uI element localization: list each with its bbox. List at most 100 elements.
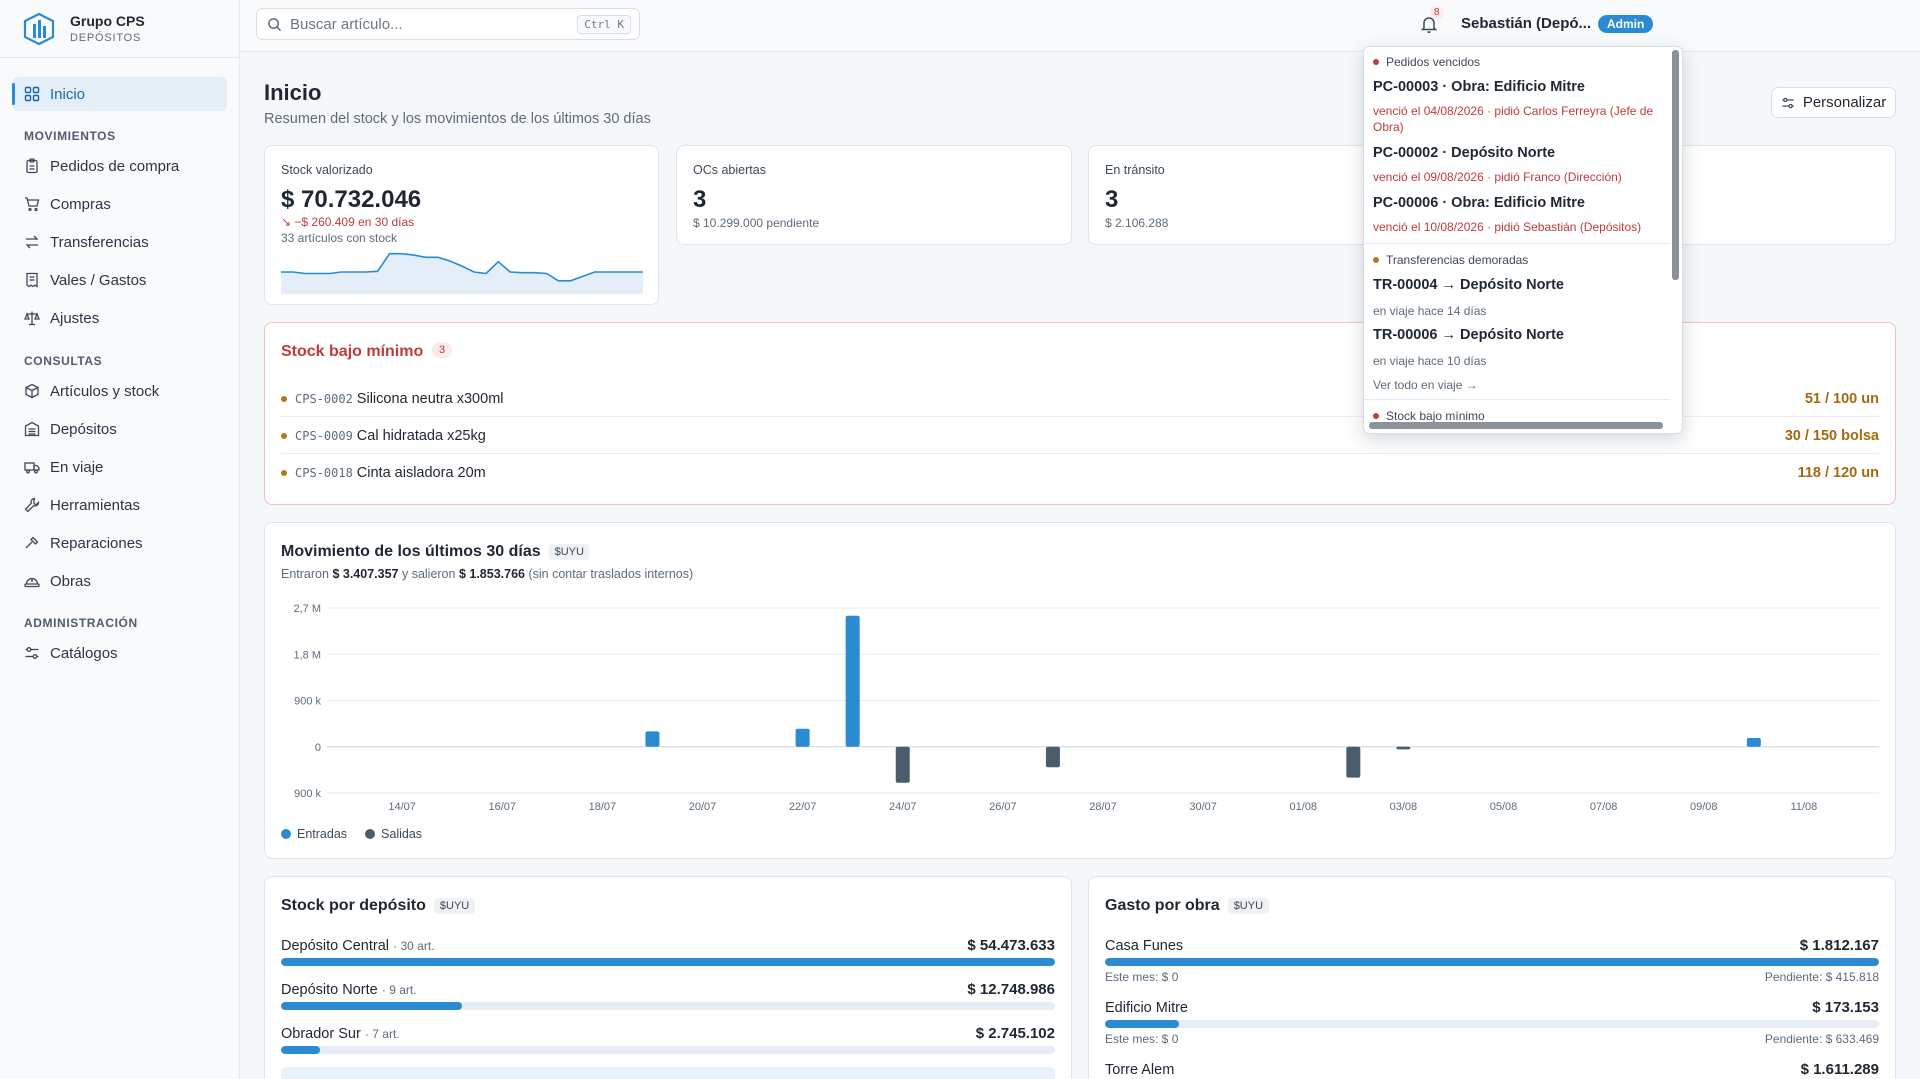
sidebar-item-en-viaje[interactable]: En viaje — [12, 450, 227, 484]
depot-row[interactable]: Depósito Norte · 9 art. $ 12.748.986 — [281, 981, 1055, 1010]
bar-entradas[interactable] — [845, 615, 860, 747]
notif-title: PC-00002 · Depósito Norte — [1373, 145, 1556, 161]
depot-row[interactable]: Depósito Central · 30 art. $ 54.473.633 — [281, 937, 1055, 966]
bar-salidas[interactable] — [1045, 746, 1060, 768]
bar-salidas[interactable] — [1346, 746, 1361, 778]
bar-entradas[interactable] — [795, 728, 810, 747]
bell-icon[interactable] — [1418, 13, 1440, 35]
user-menu[interactable]: Sebastián (Depó... — [1461, 15, 1592, 32]
sidebar-item-inicio[interactable]: Inicio — [12, 77, 227, 111]
movement-chart-card: 2,7 M 1,8 M 900 k 0 900 k 14/07 16/07 18/07 20/0… — [264, 522, 1896, 859]
customize-button[interactable]: Personalizar — [1771, 87, 1896, 118]
depot-art: · 9 art. — [381, 983, 417, 997]
kpi-stock-valorizado[interactable]: Stock valorizado $ 70.732.046 ↘ −$ 260.4… — [264, 145, 659, 305]
item-code: CPS-0018 — [295, 466, 353, 480]
x-tick-label: 01/08 — [1289, 801, 1317, 813]
sidebar-item-ajustes[interactable]: Ajustes — [12, 301, 227, 335]
y-tick-label: 900 k — [294, 788, 321, 800]
search-input[interactable] — [290, 15, 570, 33]
bar-entradas[interactable] — [1746, 738, 1761, 747]
depot-bar — [281, 1046, 1055, 1054]
depot-row-partial — [281, 1067, 1055, 1079]
depot-art: · 30 art. — [393, 939, 435, 953]
depot-amount: $ 54.473.633 — [967, 937, 1055, 954]
sparkline-line — [281, 252, 643, 282]
vertical-scrollbar[interactable] — [1672, 50, 1679, 280]
sliders-icon — [25, 647, 39, 659]
bar-salidas[interactable] — [895, 746, 910, 783]
sidebar-item-reparaciones[interactable]: Reparaciones — [12, 526, 227, 560]
sidebar-item-transferencias[interactable]: Transferencias — [12, 225, 227, 259]
sidebar-item-label: Ajustes — [50, 309, 100, 327]
desc-suffix: (sin contar traslados internos) — [528, 567, 694, 581]
sidebar-item-label: Pedidos de compra — [50, 157, 180, 175]
stock-by-depot-card: Stock por depósito $UYU Depósito Central… — [264, 876, 1072, 1079]
site-name: Edificio Mitre — [1105, 1000, 1188, 1016]
horizontal-scrollbar[interactable] — [1369, 422, 1663, 429]
low-stock-row[interactable]: CPS-0002 Silicona neutra x300ml 51 / 100… — [281, 381, 1879, 417]
sidebar-item-vales-gastos[interactable]: Vales / Gastos — [12, 263, 227, 297]
x-tick-label: 16/07 — [488, 801, 516, 813]
notif-section-label: Transferencias demoradas — [1386, 253, 1529, 267]
notif-detail: en viaje hace 10 días — [1373, 354, 1487, 368]
notif-title: TR-00004 → Depósito Norte — [1373, 277, 1564, 293]
item-name: Silicona neutra x300ml — [356, 390, 504, 407]
shortcut-hint: Ctrl K — [577, 15, 631, 34]
brand[interactable]: Grupo CPS DEPÓSITOS — [0, 0, 239, 58]
kpi-value: $ 70.732.046 — [281, 186, 422, 213]
site-row[interactable]: Casa Funes $ 1.812.167 Este mes: $ 0 Pen… — [1105, 937, 1879, 984]
x-tick-label: 03/08 — [1390, 801, 1418, 813]
divider — [1364, 243, 1670, 244]
kpi-label: En tránsito — [1105, 163, 1165, 177]
topbar: Ctrl K — [241, 0, 1920, 52]
sidebar-item-compras[interactable]: Compras — [12, 187, 227, 221]
kpi-sub: 33 artículos con stock — [281, 231, 398, 245]
section-movimientos: MOVIMIENTOS — [24, 129, 116, 143]
movement-description: Entraron $ 3.407.357 y salieron $ 1.853.… — [281, 567, 693, 581]
low-stock-row[interactable]: CPS-0018 Cinta aisladora 20m 118 / 120 u… — [281, 455, 1879, 491]
sidebar-item-catalogos[interactable]: Catálogos — [12, 636, 227, 670]
bar-salidas[interactable] — [1396, 746, 1411, 750]
notif-section-low-stock: Stock bajo mínimo — [1373, 409, 1485, 423]
bar-entradas[interactable] — [645, 731, 660, 747]
page-title: Inicio — [264, 80, 322, 105]
item-code: CPS-0009 — [295, 428, 353, 443]
site-row[interactable]: Torre Alem $ 1.611.289 — [1105, 1061, 1879, 1078]
sidebar-item-label: Herramientas — [50, 496, 141, 514]
site-row[interactable]: Edificio Mitre $ 173.153 Este mes: $ 0 P… — [1105, 999, 1879, 1046]
kpi-ocs-abiertas[interactable]: OCs abiertas 3 $ 10.299.000 pendiente — [676, 145, 1072, 245]
y-tick-label: 2,7 M — [293, 603, 321, 615]
notif-detail: venció el 04/08/2026 · pidió Carlos Ferr… — [1373, 104, 1654, 134]
site-month: Este mes: $ 0 — [1105, 1032, 1179, 1046]
sidebar-item-obras[interactable]: Obras — [12, 564, 227, 598]
sidebar-item-label: Transferencias — [50, 233, 149, 251]
building-logo-icon — [23, 12, 55, 45]
cart-icon — [25, 197, 40, 212]
notifications-panel[interactable]: Pedidos vencidos PC-00003 · Obra: Edific… — [1363, 46, 1683, 434]
sidebar-item-articulos-y-stock[interactable]: Artículos y stock — [12, 374, 227, 408]
item-code: CPS-0002 — [295, 391, 353, 406]
search-box[interactable]: Ctrl K — [256, 8, 640, 40]
legend-swatch — [281, 829, 291, 839]
x-tick-label: 14/07 — [388, 801, 416, 813]
depot-bar — [281, 958, 1055, 966]
legend-salidas[interactable]: Salidas — [365, 827, 422, 841]
sidebar-item-herramientas[interactable]: Herramientas — [12, 488, 227, 522]
y-tick-label: 900 k — [294, 696, 321, 708]
depot-bar — [281, 1002, 1055, 1010]
sidebar-item-pedidos-de-compra[interactable]: Pedidos de compra — [12, 149, 227, 183]
low-stock-row[interactable]: CPS-0009 Cal hidratada x25kg 30 / 150 bo… — [281, 418, 1879, 454]
y-tick-label: 1,8 M — [293, 649, 321, 661]
desc-prefix: Entraron — [281, 567, 329, 581]
in-total: $ 3.407.357 — [332, 567, 399, 581]
scale-icon — [24, 311, 40, 326]
sidebar-item-depositos[interactable]: Depósitos — [12, 412, 227, 446]
movement-bar-chart: 2,7 M 1,8 M 900 k 0 900 k 14/07 16/07 18/07 20/0… — [293, 603, 1879, 813]
legend-entradas[interactable]: Entradas — [281, 827, 347, 841]
grid-icon — [24, 86, 40, 102]
site-bar — [1105, 1020, 1879, 1028]
section-consultas: CONSULTAS — [24, 354, 103, 368]
depot-row[interactable]: Obrador Sur · 7 art. $ 2.745.102 — [281, 1025, 1055, 1054]
notif-section-label: Stock bajo mínimo — [1386, 409, 1485, 423]
see-all-in-transit-link[interactable]: Ver todo en viaje → — [1373, 378, 1478, 392]
